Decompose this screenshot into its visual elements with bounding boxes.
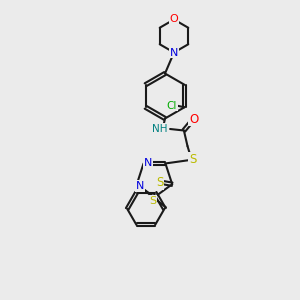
Text: S: S [149,196,157,206]
Text: N: N [144,158,152,169]
Text: Cl: Cl [167,101,177,111]
Text: N: N [170,47,178,58]
Text: S: S [189,153,197,166]
Text: N: N [136,181,145,191]
Text: NH: NH [152,124,168,134]
Text: O: O [169,14,178,25]
Text: S: S [156,176,163,189]
Text: O: O [189,112,198,126]
